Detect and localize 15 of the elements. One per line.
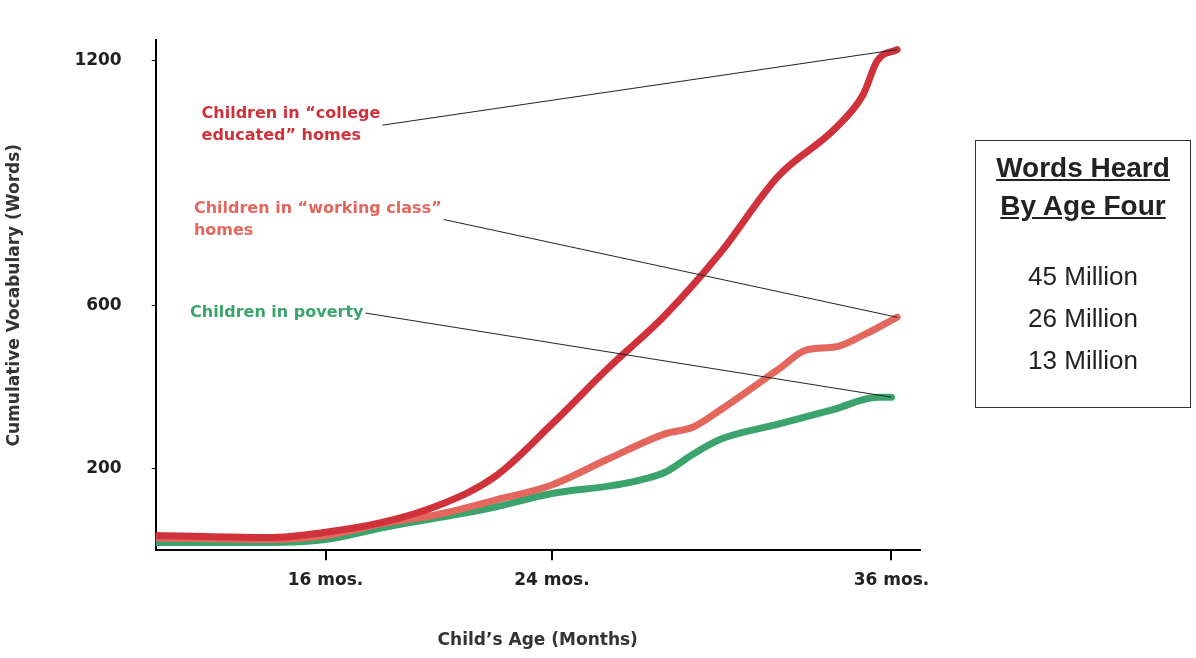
text: Words Heard By Age Four <box>995 151 1171 223</box>
y-tick-label: 200 <box>86 457 122 478</box>
y-tick-label: 1200 <box>74 49 122 70</box>
text: 13 Million <box>1027 344 1139 377</box>
text: Children in “college educated” homes <box>201 103 381 145</box>
x-axis-title: Child’s Age (Months) <box>437 629 638 650</box>
y-tick-label: 600 <box>86 293 122 314</box>
x-tick-label: 36 mos. <box>853 568 930 589</box>
x-tick-label: 16 mos. <box>287 568 364 589</box>
text: 45 Million <box>1027 260 1139 293</box>
text: Children in “working class” homes <box>193 197 442 239</box>
y-axis-title: Cumulative Vocabulary (Words) <box>2 143 23 447</box>
text: Children in poverty <box>190 302 365 322</box>
x-tick-label: 24 mos. <box>514 568 590 589</box>
text: 26 Million <box>1027 302 1139 335</box>
